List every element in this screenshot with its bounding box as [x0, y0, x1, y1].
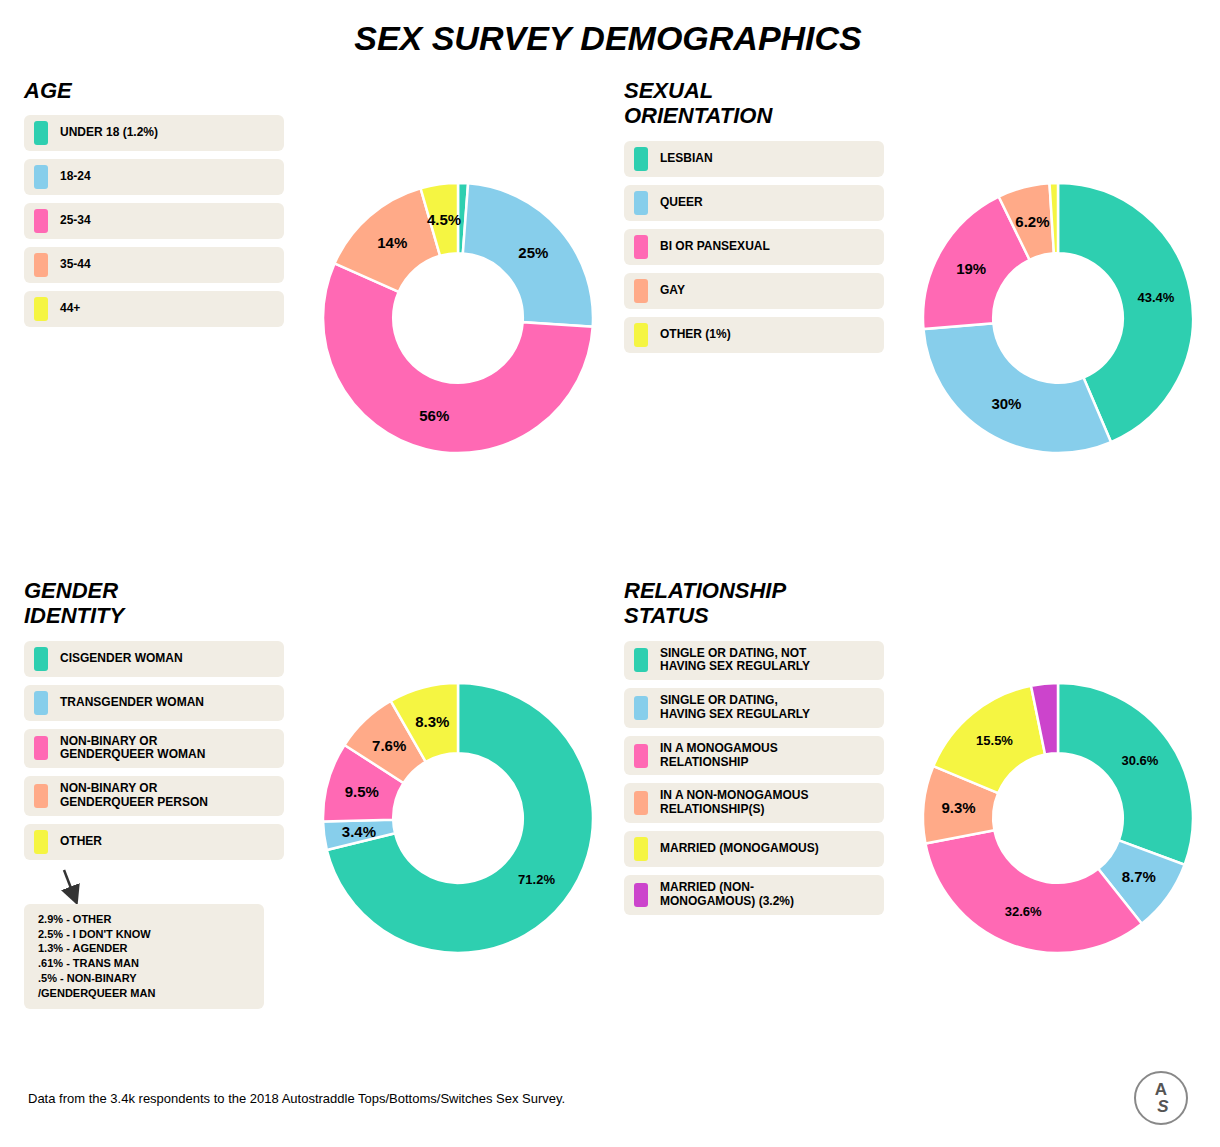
html-text:SEXUAL ORIENTATION: SEXUAL ORIENTATION: [624, 78, 773, 129]
svg-text:25%: 25%: [518, 244, 548, 261]
html-text:BI OR PANSEXUAL: BI OR PANSEXUAL: [660, 238, 770, 253]
svg-text:4.5%: 4.5%: [427, 211, 461, 228]
html-text:44+: 44+: [60, 301, 81, 316]
svg-text:43.4%: 43.4%: [1137, 290, 1174, 305]
html-text:GAY: GAY: [660, 282, 685, 297]
html-text:25-34: 25-34: [60, 213, 91, 228]
html-text:35-44: 35-44: [60, 257, 91, 272]
html-text:IN A NON-MONOGAMOUS RELATIONSH: IN A NON-MONOGAMOUS RELATIONSHIP(S): [660, 788, 809, 817]
svg-text:56%: 56%: [419, 407, 449, 424]
html-text:QUEER: QUEER: [660, 194, 703, 209]
svg-text:32.6%: 32.6%: [1005, 904, 1042, 919]
html-text:LESBIAN: LESBIAN: [660, 150, 713, 165]
svg-text:30.6%: 30.6%: [1122, 753, 1159, 768]
html-text:2.9% - OTHER 2.5% - I DON'T KN: 2.9% - OTHER 2.5% - I DON'T KNOW 1.3% - …: [38, 912, 156, 999]
svg-text:3.4%: 3.4%: [342, 823, 376, 840]
html-text:OTHER: OTHER: [60, 833, 102, 848]
html-text:MARRIED (MONOGAMOUS): MARRIED (MONOGAMOUS): [660, 841, 819, 856]
svg-text:19%: 19%: [956, 260, 986, 277]
html-text:A: A: [1154, 1080, 1168, 1099]
svg-text:15.5%: 15.5%: [976, 733, 1013, 748]
html-text:RELATIONSHIP STATUS: RELATIONSHIP STATUS: [624, 578, 787, 629]
html-text:IN A MONOGAMOUS RELATIONSHIP: IN A MONOGAMOUS RELATIONSHIP: [660, 740, 778, 769]
html-text:18-24: 18-24: [60, 169, 91, 184]
html-text:S: S: [1157, 1097, 1169, 1116]
svg-text:8.3%: 8.3%: [415, 713, 449, 730]
svg-text:9.3%: 9.3%: [942, 799, 976, 816]
svg-text:7.6%: 7.6%: [372, 737, 406, 754]
html-text:UNDER 18 (1.2%): UNDER 18 (1.2%): [60, 125, 158, 140]
html-text:TRANSGENDER WOMAN: TRANSGENDER WOMAN: [60, 694, 204, 709]
svg-text:71.2%: 71.2%: [518, 872, 555, 887]
svg-text:6.2%: 6.2%: [1015, 213, 1049, 230]
html-text:OTHER (1%): OTHER (1%): [660, 326, 731, 341]
svg-text:8.7%: 8.7%: [1122, 868, 1156, 885]
html-text:SINGLE OR DATING, HAVING SEX R: SINGLE OR DATING, HAVING SEX REGULARLY: [660, 693, 810, 721]
html-text:Data from the 3.4k respondents: Data from the 3.4k respondents to the 20…: [28, 1090, 566, 1106]
html-text:SINGLE OR DATING, NOT HAVING S: SINGLE OR DATING, NOT HAVING SEX REGULAR…: [660, 645, 810, 674]
html-text:CISGENDER WOMAN: CISGENDER WOMAN: [60, 650, 183, 665]
html-text:SEX SURVEY DEMOGRAPHICS: SEX SURVEY DEMOGRAPHICS: [354, 18, 862, 57]
html-text:NON-BINARY OR GENDERQUEER WOMA: NON-BINARY OR GENDERQUEER WOMAN: [60, 733, 206, 762]
svg-text:14%: 14%: [377, 234, 407, 251]
html-text:GENDER IDENTITY: GENDER IDENTITY: [24, 578, 125, 629]
html-text:MARRIED (NON- MONOGAMOUS) (3.2: MARRIED (NON- MONOGAMOUS) (3.2%): [660, 880, 794, 908]
svg-text:9.5%: 9.5%: [345, 783, 379, 800]
html-text:NON-BINARY OR GENDERQUEER PERS: NON-BINARY OR GENDERQUEER PERSON: [60, 781, 208, 809]
svg-text:30%: 30%: [991, 395, 1021, 412]
html-text:AGE: AGE: [24, 78, 72, 103]
